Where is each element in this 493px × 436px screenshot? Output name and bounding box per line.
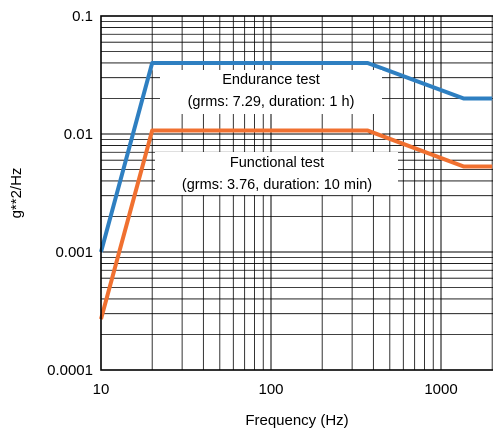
y-axis-title: g**2/Hz	[8, 168, 25, 219]
endurance-test-line	[99, 60, 493, 253]
annotation-background	[160, 70, 382, 114]
series-layer	[99, 60, 493, 320]
x-axis-title: Frequency (Hz)	[245, 412, 348, 429]
x-tick-label: 1000	[424, 381, 457, 398]
functional-annotation: Functional test (grms: 3.76, duration: 10…	[155, 152, 398, 195]
endurance-annotation: Endurance test (grms: 7.29, duration: 1 h…	[160, 70, 382, 114]
annotations: Endurance test (grms: 7.29, duration: 1 h…	[155, 70, 398, 195]
y-tick-label: 0.0001	[47, 362, 93, 379]
y-tick-label: 0.01	[64, 126, 93, 143]
annotation-title: Endurance test	[222, 72, 320, 88]
x-tick-label: 10	[93, 381, 110, 398]
functional-test-line	[99, 128, 493, 320]
annotation-title: Functional test	[230, 155, 324, 171]
annotation-detail: (grms: 3.76, duration: 10 min)	[182, 177, 372, 193]
plot-frame	[100, 15, 493, 371]
annotation-detail: (grms: 7.29, duration: 1 h)	[188, 94, 355, 110]
annotation-background	[155, 152, 398, 195]
y-tick-label: 0.1	[72, 8, 93, 25]
y-tick-label: 0.001	[55, 244, 93, 261]
axes: 10 100 1000 0.0001 0.001 0.01 0.1 Frequency (Hz…	[8, 8, 493, 429]
x-tick-label: 100	[258, 381, 283, 398]
